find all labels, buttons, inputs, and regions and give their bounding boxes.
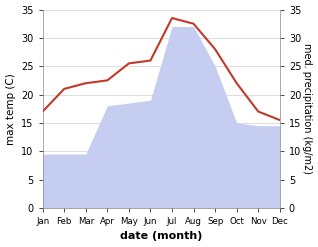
Y-axis label: med. precipitation (kg/m2): med. precipitation (kg/m2) <box>302 43 313 174</box>
X-axis label: date (month): date (month) <box>120 231 203 242</box>
Y-axis label: max temp (C): max temp (C) <box>5 73 16 144</box>
